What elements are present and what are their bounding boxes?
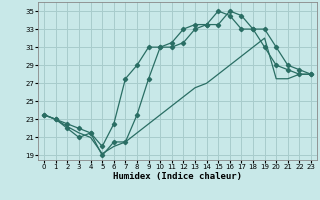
X-axis label: Humidex (Indice chaleur): Humidex (Indice chaleur) bbox=[113, 172, 242, 181]
